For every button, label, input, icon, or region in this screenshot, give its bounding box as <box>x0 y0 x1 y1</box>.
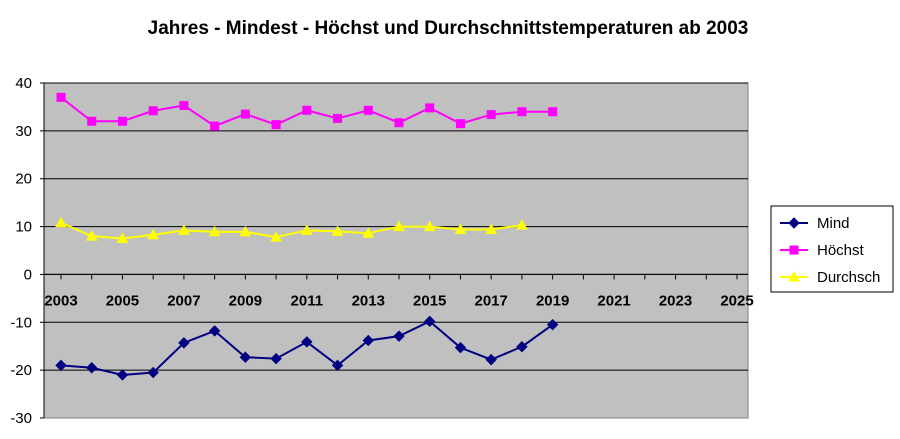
y-tick-label: -10 <box>10 314 32 331</box>
data-point-h-chst <box>210 121 220 131</box>
data-point-h-chst <box>240 109 250 119</box>
data-point-h-chst <box>486 110 496 120</box>
data-point-h-chst <box>117 116 127 126</box>
y-tick-label: -20 <box>10 362 32 379</box>
data-point-h-chst <box>302 105 312 115</box>
data-point-h-chst <box>517 107 527 117</box>
series-layer <box>55 92 559 381</box>
x-tick-label: 2011 <box>291 292 324 309</box>
data-point-h-chst <box>363 105 373 115</box>
data-point-mind <box>546 318 559 331</box>
data-point-durchsch <box>362 227 375 238</box>
data-point-durchsch <box>300 224 313 235</box>
data-point-mind <box>301 336 313 348</box>
x-tick-label: 2023 <box>659 292 692 309</box>
y-tick-label: 10 <box>15 219 32 236</box>
data-point-mind <box>454 341 467 354</box>
data-point-durchsch <box>516 219 528 230</box>
data-point-mind <box>516 340 528 353</box>
y-tick-label: -30 <box>10 410 32 427</box>
data-point-h-chst <box>548 107 558 117</box>
data-point-durchsch <box>270 231 282 242</box>
legend-marker-mind <box>788 217 800 229</box>
plot-area <box>43 82 749 419</box>
axes: 40 30 20 10 0 -10 -20 -30 2003 2005 2007 2009 2011 20… <box>10 75 753 427</box>
data-point-h-chst <box>455 119 465 129</box>
data-point-durchsch <box>178 224 190 235</box>
data-point-h-chst <box>394 118 404 128</box>
x-tick-label: 2013 <box>352 292 385 309</box>
data-point-durchsch <box>393 220 405 232</box>
data-point-mind <box>116 369 129 381</box>
data-point-h-chst <box>87 116 97 126</box>
legend-label-mind: Mind <box>817 215 850 232</box>
x-tick-label: 2017 <box>474 292 507 309</box>
data-point-h-chst <box>148 106 158 116</box>
y-tick-label: 30 <box>15 123 32 140</box>
x-tick-label: 2025 <box>720 292 753 309</box>
data-point-h-chst <box>333 113 343 123</box>
data-point-durchsch <box>239 225 252 237</box>
data-point-durchsch <box>208 225 221 237</box>
data-point-durchsch <box>423 220 436 232</box>
legend-marker-h-chst <box>789 245 799 255</box>
legend-label-h-chst: Höchst <box>817 242 865 259</box>
x-tick-label: 2003 <box>44 292 77 309</box>
y-tick-label: 40 <box>15 75 32 92</box>
data-point-mind <box>208 325 221 337</box>
chart-title: Jahres - Mindest - Höchst und Durchschni… <box>148 18 749 39</box>
data-point-mind <box>362 334 374 347</box>
data-point-durchsch <box>55 216 67 228</box>
data-point-mind <box>86 362 98 374</box>
data-point-h-chst <box>179 100 189 110</box>
legend-label-durchsch: Durchsch <box>817 269 880 286</box>
x-tick-label: 2021 <box>597 292 630 309</box>
series-line-durchsch <box>60 221 523 240</box>
data-point-durchsch <box>485 223 498 234</box>
y-tick-label: 20 <box>15 171 32 188</box>
data-point-mind <box>331 359 344 372</box>
data-point-h-chst <box>425 103 435 113</box>
data-point-durchsch <box>454 223 467 234</box>
x-tick-label: 2015 <box>413 292 446 309</box>
data-point-durchsch <box>147 228 160 240</box>
data-point-h-chst <box>271 120 281 130</box>
data-point-mind <box>55 359 67 372</box>
data-point-mind <box>239 351 252 363</box>
x-tick-label: 2009 <box>229 292 262 309</box>
data-point-mind <box>485 353 497 366</box>
data-point-mind <box>147 366 159 379</box>
x-tick-label: 2005 <box>106 292 139 309</box>
x-tick-label: 2019 <box>536 292 569 309</box>
data-point-durchsch <box>331 225 344 236</box>
legend-marker-durchsch <box>788 270 800 282</box>
data-point-mind <box>270 352 282 365</box>
data-point-durchsch <box>85 230 98 241</box>
y-tick-label: 0 <box>24 266 32 283</box>
data-point-mind <box>424 315 436 328</box>
data-point-mind <box>393 330 405 342</box>
legend: Mind Höchst Durchsch <box>770 205 894 293</box>
data-point-durchsch <box>116 232 129 244</box>
data-point-mind <box>178 337 190 349</box>
data-point-h-chst <box>56 92 66 102</box>
x-tick-label: 2007 <box>167 292 200 309</box>
